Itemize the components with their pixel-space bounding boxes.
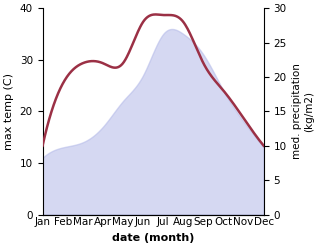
X-axis label: date (month): date (month) bbox=[112, 233, 194, 243]
Y-axis label: med. precipitation
(kg/m2): med. precipitation (kg/m2) bbox=[292, 63, 314, 159]
Y-axis label: max temp (C): max temp (C) bbox=[4, 73, 14, 150]
